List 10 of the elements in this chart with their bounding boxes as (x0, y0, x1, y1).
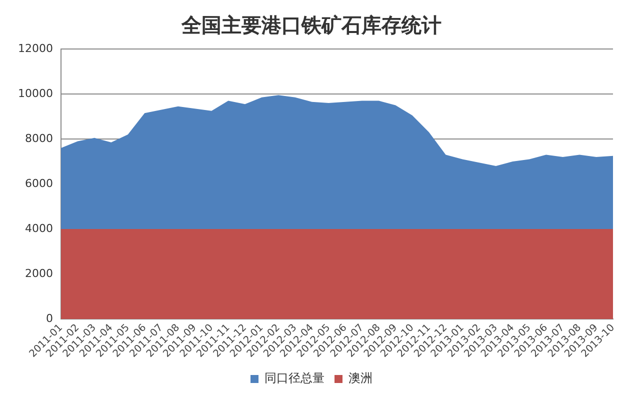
legend-label: 同口径总量 (264, 371, 324, 386)
y-tick-label: 0 (46, 312, 53, 325)
chart-title: 全国主要港口铁矿石库存统计 (180, 13, 442, 38)
legend-label: 澳洲 (348, 371, 372, 386)
y-tick-label: 12000 (18, 42, 53, 55)
y-tick-label: 8000 (24, 132, 53, 145)
y-tick-label: 6000 (24, 176, 53, 190)
y-tick-label: 4000 (24, 222, 53, 235)
y-tick-label: 2000 (24, 266, 53, 280)
y-tick-label: 10000 (18, 86, 53, 100)
